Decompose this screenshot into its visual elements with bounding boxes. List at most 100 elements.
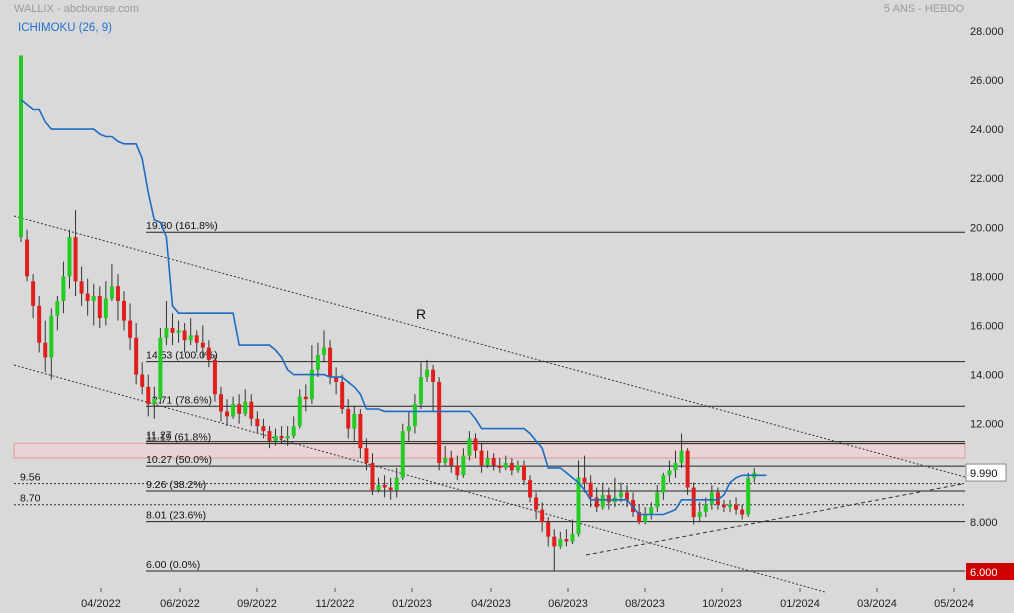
fib-level-label: 9.26 (38.2%) [146,479,206,491]
candle-body [455,465,460,476]
x-tick-label: 03/2024 [857,598,897,610]
candle-body [109,286,114,299]
candle-body [534,497,539,510]
candle-body [37,305,42,343]
candle-body [67,237,72,277]
candle-body [128,320,133,338]
upper-trendline [13,215,966,478]
low-price-label: 6.000 [970,567,998,579]
candle-body [685,450,690,488]
current-price-tag [965,463,1007,482]
candle-body [370,462,375,490]
candle-body [400,431,405,478]
y-tick-label: 28.000 [970,26,1004,38]
candle-body [582,477,587,483]
candle-body [728,504,733,508]
candle-body [540,509,545,522]
low-price-tag [966,563,1014,580]
candle-body [206,347,211,360]
chart-period-label: 5 ANS - HEBDO [883,3,964,15]
candle-body [625,492,629,500]
candle-body [322,347,326,355]
candle-body [734,504,739,510]
candle-body [188,335,193,341]
candle-body [194,335,199,343]
candle-body [152,399,157,405]
candle-body [515,465,520,471]
candle-body [146,386,151,405]
candle-body [661,475,666,493]
candle-body [97,296,102,319]
candle-body [273,435,278,441]
candle-body [340,381,345,409]
candle-body [334,377,339,382]
candle-body [691,487,696,517]
marker-label: 8.70 [20,493,41,505]
candle-body [103,298,108,319]
indicator-legend: ICHIMOKU (26, 9) [18,22,112,34]
candle-body [491,458,496,466]
candle-body [606,494,611,503]
candle-body [55,300,60,316]
candle-body [594,497,599,508]
candle-body [382,485,387,488]
x-tick-label: 01/2023 [392,598,432,610]
candle-body [243,401,248,414]
candle-body [134,337,139,375]
candle-body [740,509,745,515]
fib-level-label: 10.27 (50.0%) [146,454,212,466]
candle-body [61,276,66,301]
candle-body [467,438,472,456]
current-price-label: 9.990 [970,468,998,480]
candle-body [261,426,266,432]
y-tick-label: 12.000 [970,419,1004,431]
candle-body [122,300,127,321]
candle-body [158,337,163,400]
y-tick-label: 14.000 [970,370,1004,382]
candle-body [255,418,260,427]
candle-body [721,504,726,508]
candle-body [703,504,708,513]
candle-body [140,374,145,387]
y-tick-label: 20.000 [970,222,1004,234]
candle-body [249,401,254,419]
x-tick-label: 05/2024 [934,598,974,610]
y-tick-label: 16.000 [970,321,1004,333]
candle-body [461,455,466,476]
candle-body [600,494,605,508]
candle-body [443,458,448,463]
fib-level-label: 6.00 (0.0%) [146,559,200,571]
annotation-label: R [416,306,426,322]
candle-body [406,426,411,432]
candle-body [200,342,205,348]
fib-level-label: 19.80 (161.8%) [146,220,218,232]
candle-body [225,411,230,417]
y-tick-label: 22.000 [970,173,1004,185]
x-tick-label: 08/2023 [625,598,665,610]
x-tick-label: 01/2024 [780,598,820,610]
y-tick-label: 18.000 [970,271,1004,283]
candle-body [576,477,581,535]
candle-body [25,239,30,277]
candle-body [394,477,399,490]
candle-body [237,404,242,414]
marker-label: 9.56 [20,472,41,484]
candle-body [715,492,720,505]
candle-body [79,281,84,294]
candle-body [352,413,357,429]
candle-body [303,396,308,400]
fib-level-label: 12.71 (78.6%) [146,394,212,406]
fib-level-label: 11.27 [146,430,172,442]
x-tick-label: 11/2022 [316,598,355,610]
candle-body [497,465,502,468]
candle-body [49,315,54,358]
candle-body [558,539,563,547]
candle-body [679,450,684,463]
x-tick-label: 04/2023 [471,598,511,610]
candle-body [473,438,478,451]
candle-body [552,536,557,547]
x-tick-label: 06/2022 [160,598,200,610]
candle-body [449,458,454,466]
